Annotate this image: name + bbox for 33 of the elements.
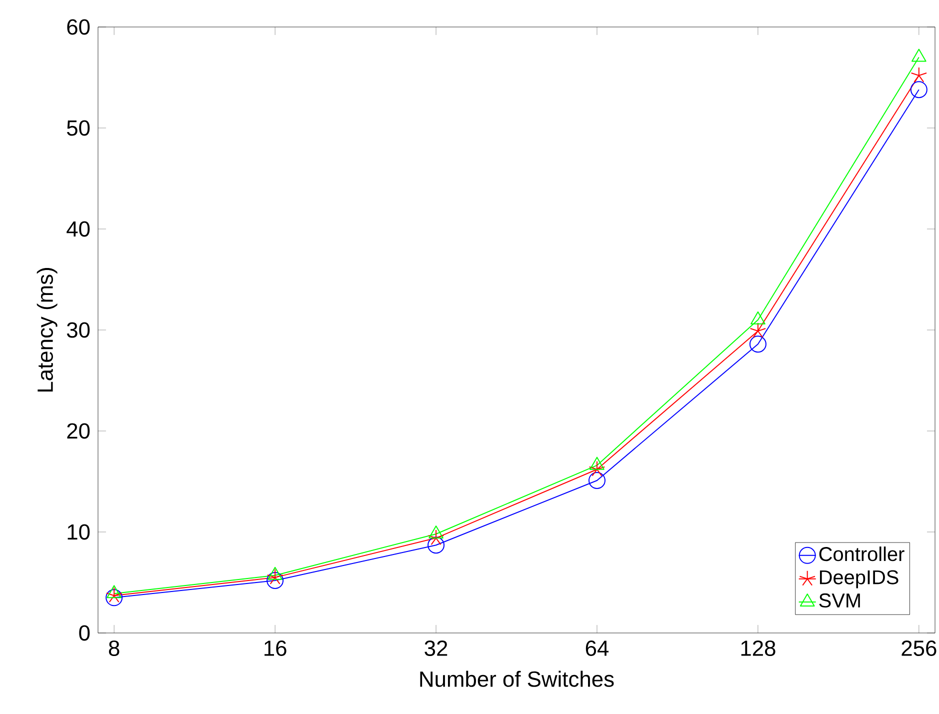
- y-tick-label: 10: [68, 524, 90, 540]
- point: [911, 48, 926, 62]
- x-tick-label: 128: [741, 640, 776, 656]
- y-tick-label: 20: [67, 423, 90, 439]
- x-tick-label: 64: [586, 640, 609, 656]
- legend-label: DeepIDS: [820, 570, 898, 588]
- x-axis-title: Number of Switches: [420, 670, 614, 687]
- y-tick-label: 60: [67, 19, 90, 35]
- y-tick-label: 0: [79, 625, 90, 641]
- point: [588, 472, 606, 489]
- point: [428, 530, 444, 546]
- x-tick-label: 32: [424, 640, 448, 656]
- point: [266, 568, 284, 584]
- y-tick-label: 50: [67, 120, 90, 136]
- x-tick-label: 256: [902, 640, 936, 656]
- point: [910, 81, 928, 98]
- point: [428, 536, 445, 554]
- point: [749, 336, 766, 353]
- point: [750, 322, 766, 338]
- point: [588, 460, 606, 476]
- point: [750, 311, 766, 324]
- x-tick-label: 8: [108, 640, 120, 656]
- x-tick-label: 16: [264, 640, 286, 656]
- y-axis-title: Latency (ms): [36, 268, 58, 392]
- point: [268, 566, 282, 580]
- y-tick-label: 30: [66, 322, 90, 338]
- legend-label: SVM: [819, 593, 860, 608]
- point: [106, 585, 122, 598]
- point: [266, 572, 284, 589]
- y-tick-label: 40: [66, 221, 90, 237]
- point: [428, 526, 444, 539]
- legend-label: Controller: [819, 546, 904, 562]
- point: [590, 456, 604, 470]
